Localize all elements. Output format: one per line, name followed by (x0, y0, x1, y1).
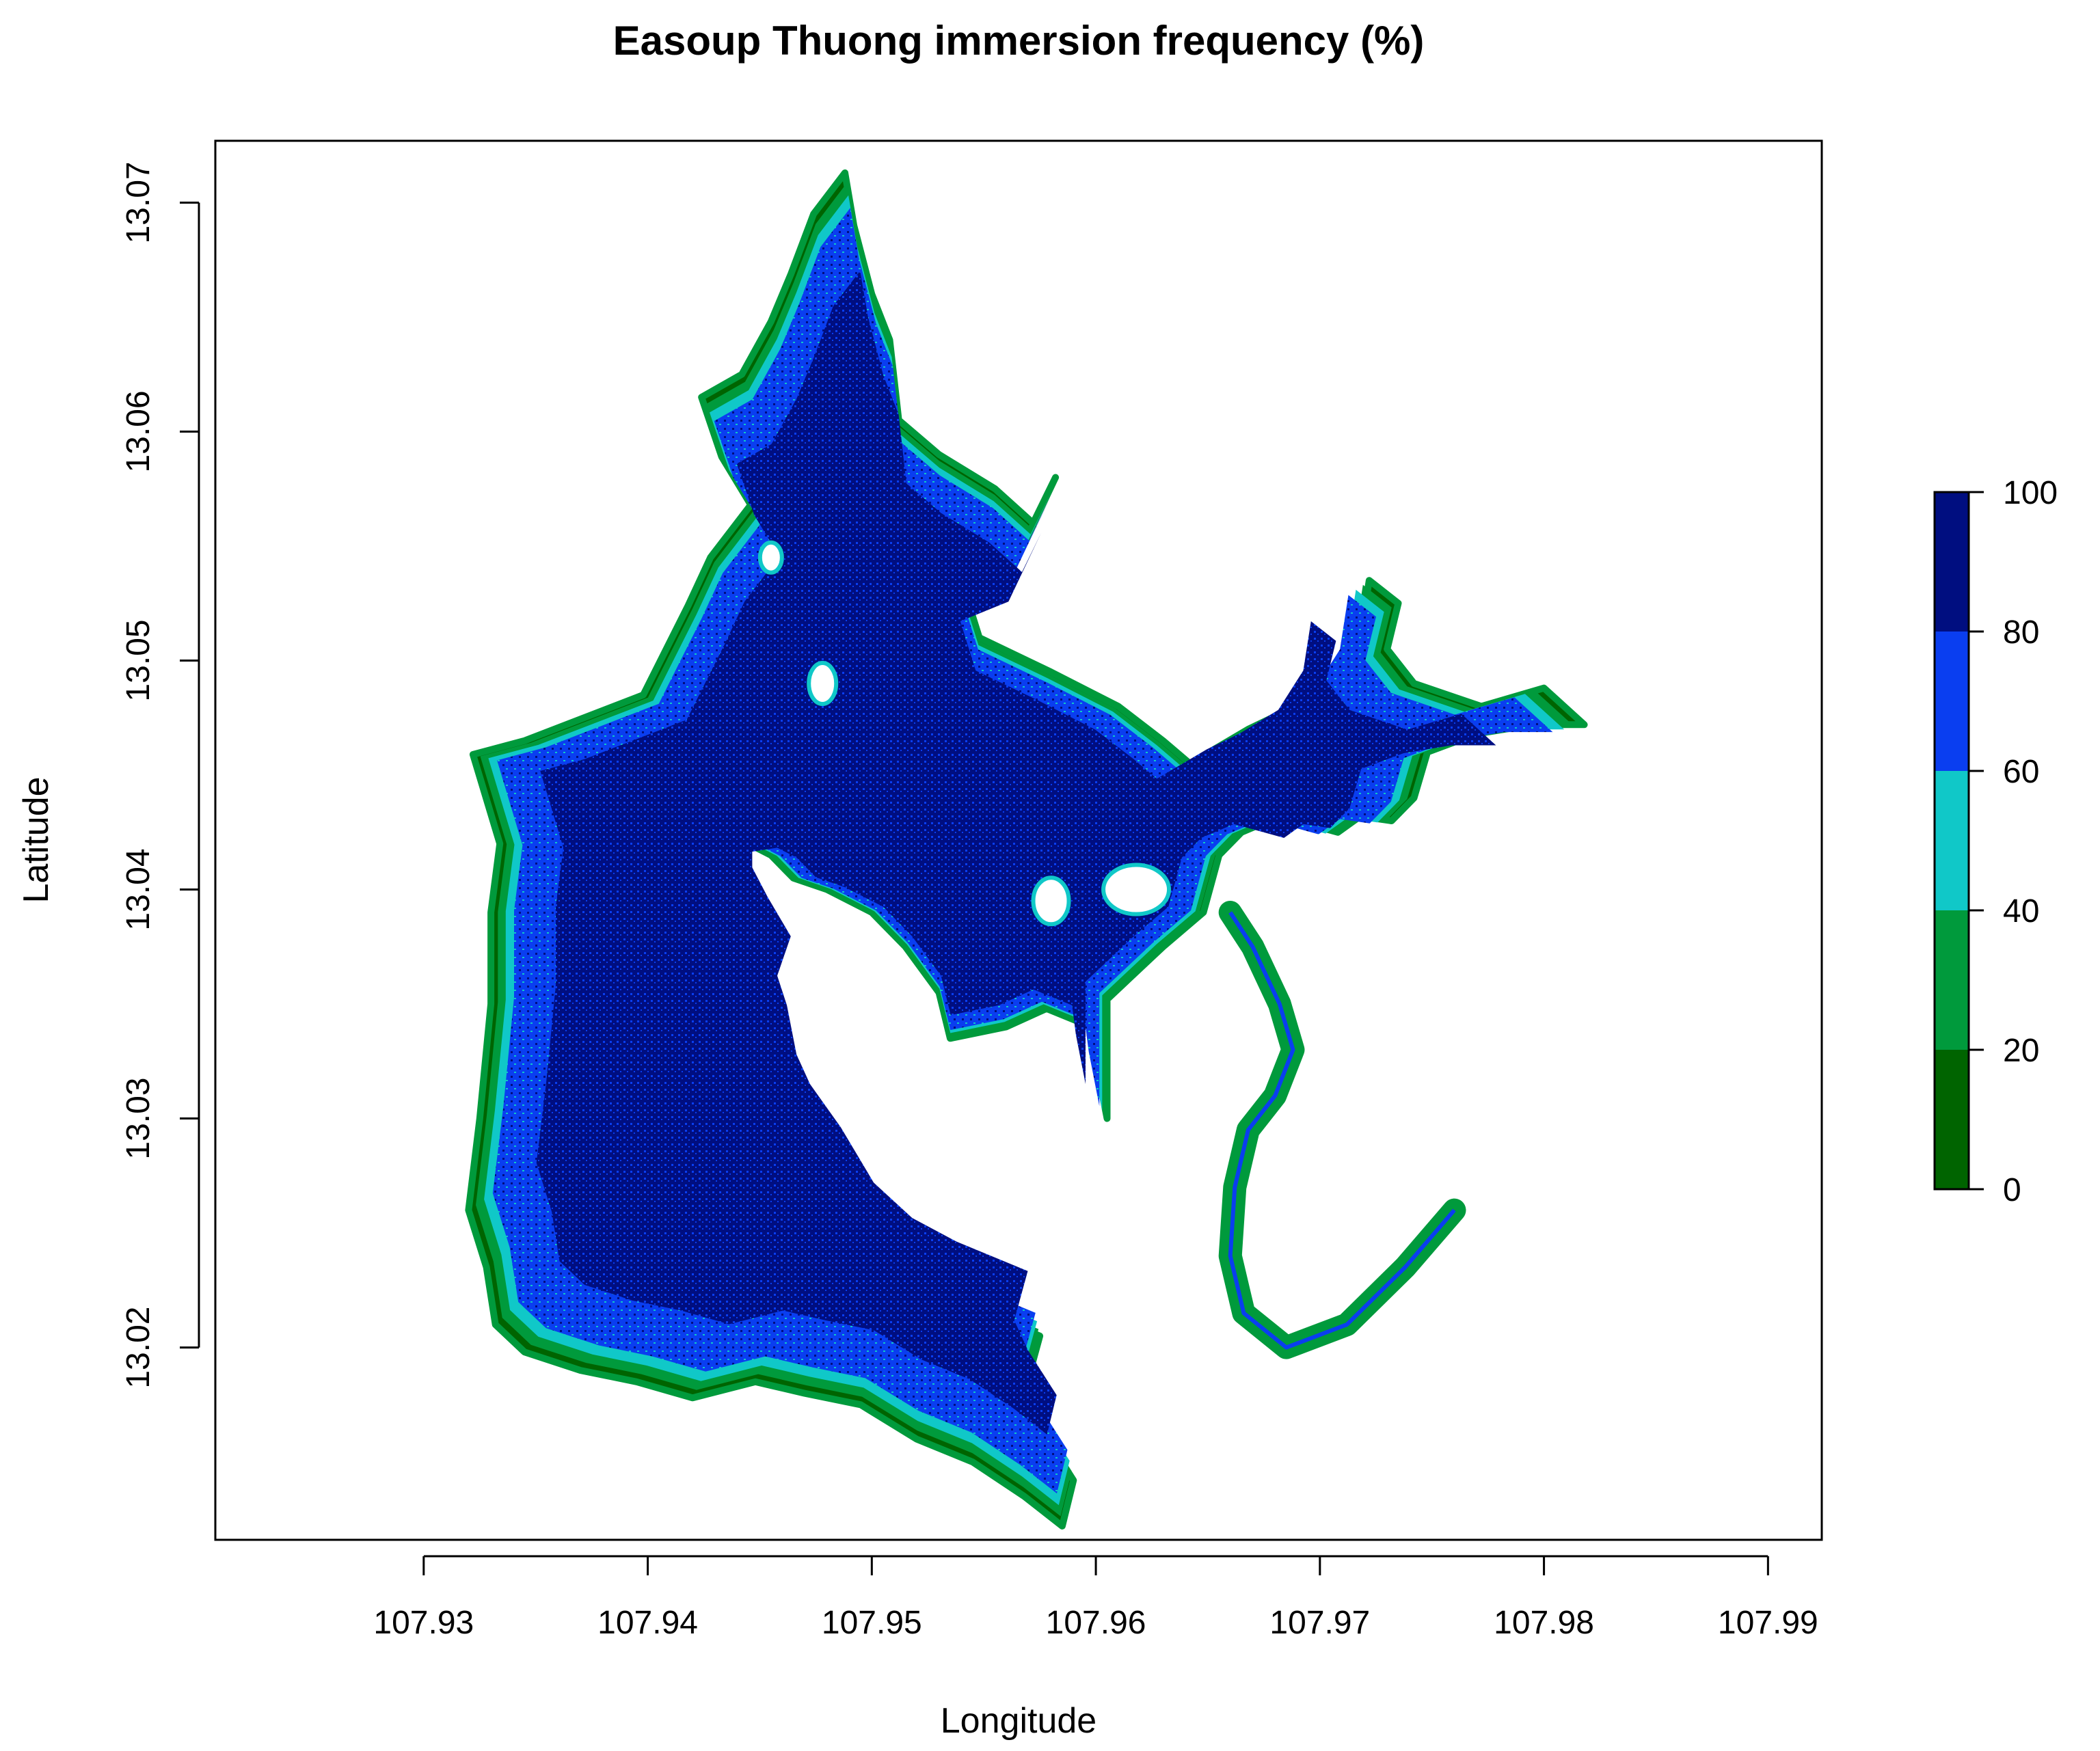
legend-swatch (1935, 910, 1969, 1050)
chart-title: Easoup Thuong immersion frequency (%) (613, 18, 1425, 64)
y-tick-label: 13.04 (120, 848, 157, 930)
island-2 (807, 661, 839, 706)
y-tick-label: 13.02 (120, 1307, 157, 1389)
y-tick-label: 13.05 (120, 619, 157, 701)
y-tick-label: 13.06 (120, 390, 157, 472)
x-tick-label: 107.95 (822, 1605, 922, 1641)
x-tick-label: 107.94 (597, 1605, 698, 1641)
river-floodplain (1218, 901, 1466, 1359)
x-tick-label: 107.97 (1269, 1605, 1370, 1641)
y-axis: 13.02 13.03 13.04 13.05 13.06 13.07 (120, 161, 200, 1389)
x-tick-label: 107.93 (373, 1605, 474, 1641)
x-axis-label: Longitude (941, 1701, 1096, 1741)
legend-frame (1933, 491, 1970, 1191)
legend-tick-label: 0 (2003, 1172, 2021, 1208)
legend-swatch (1935, 632, 1969, 771)
river-channel (1228, 911, 1456, 1350)
legend-swatch (1935, 771, 1969, 910)
reservoir-zone-80-100 (536, 271, 1496, 1435)
legend-tick-label: 100 (2003, 475, 2058, 511)
island-4 (1101, 863, 1172, 917)
legend-swatch (1935, 1050, 1969, 1189)
x-tick-label: 107.96 (1046, 1605, 1146, 1641)
legend-tick-label: 40 (2003, 893, 2039, 929)
y-tick-label: 13.07 (120, 161, 157, 243)
island-1 (757, 540, 784, 575)
x-axis: 107.93 107.94 107.95 107.96 107.97 107.98 107.… (373, 1555, 1818, 1641)
map-layers (465, 169, 1588, 1530)
legend-tick-label: 20 (2003, 1033, 2039, 1069)
x-tick-label: 107.98 (1494, 1605, 1594, 1641)
y-axis-label: Latitude (16, 776, 56, 903)
y-tick-label: 13.03 (120, 1077, 157, 1159)
legend-swatch (1935, 492, 1969, 632)
plot-frame (214, 139, 1823, 1541)
x-tick-label: 107.99 (1718, 1605, 1818, 1641)
legend-tick-label: 80 (2003, 614, 2039, 651)
legend-tick-label: 60 (2003, 754, 2039, 790)
island-3 (1031, 876, 1071, 927)
color-legend: 0 20 40 60 80 100 (1933, 475, 2058, 1208)
